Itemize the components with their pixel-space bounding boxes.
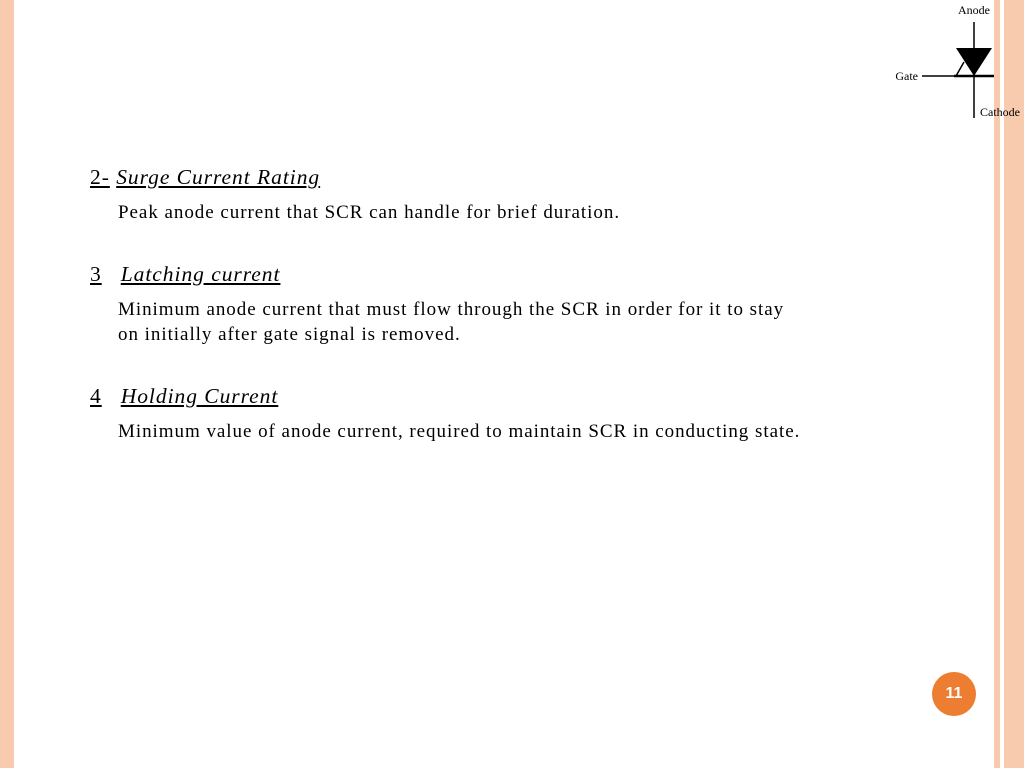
section-title: Holding Current [121, 384, 279, 408]
section-body: Minimum anode current that must flow thr… [118, 297, 810, 348]
section-number: 3 [90, 262, 102, 286]
scr-cathode-label: Cathode [980, 105, 1020, 119]
section-heading: 2- Surge Current Rating [90, 165, 810, 190]
page-number: 11 [946, 685, 963, 703]
section-body: Minimum value of anode current, required… [118, 419, 810, 445]
scr-anode-label: Anode [958, 3, 990, 17]
section-holding-current: 4 Holding Current Minimum value of anode… [90, 384, 810, 445]
section-heading: 4 Holding Current [90, 384, 810, 409]
section-surge-current: 2- Surge Current Rating Peak anode curre… [90, 165, 810, 226]
section-latching-current: 3 Latching current Minimum anode current… [90, 262, 810, 348]
scr-symbol-icon: Anode Gate Cathode [874, 0, 1024, 135]
section-heading: 3 Latching current [90, 262, 810, 287]
page-number-badge: 11 [932, 672, 976, 716]
section-number: 2- [90, 165, 110, 189]
scr-gate-label: Gate [895, 69, 918, 83]
section-body: Peak anode current that SCR can handle f… [118, 200, 810, 226]
section-title: Latching current [121, 262, 281, 286]
section-number: 4 [90, 384, 102, 408]
slide-content: 2- Surge Current Rating Peak anode curre… [90, 165, 810, 481]
section-title: Surge Current Rating [116, 165, 320, 189]
left-accent-bar [0, 0, 14, 768]
